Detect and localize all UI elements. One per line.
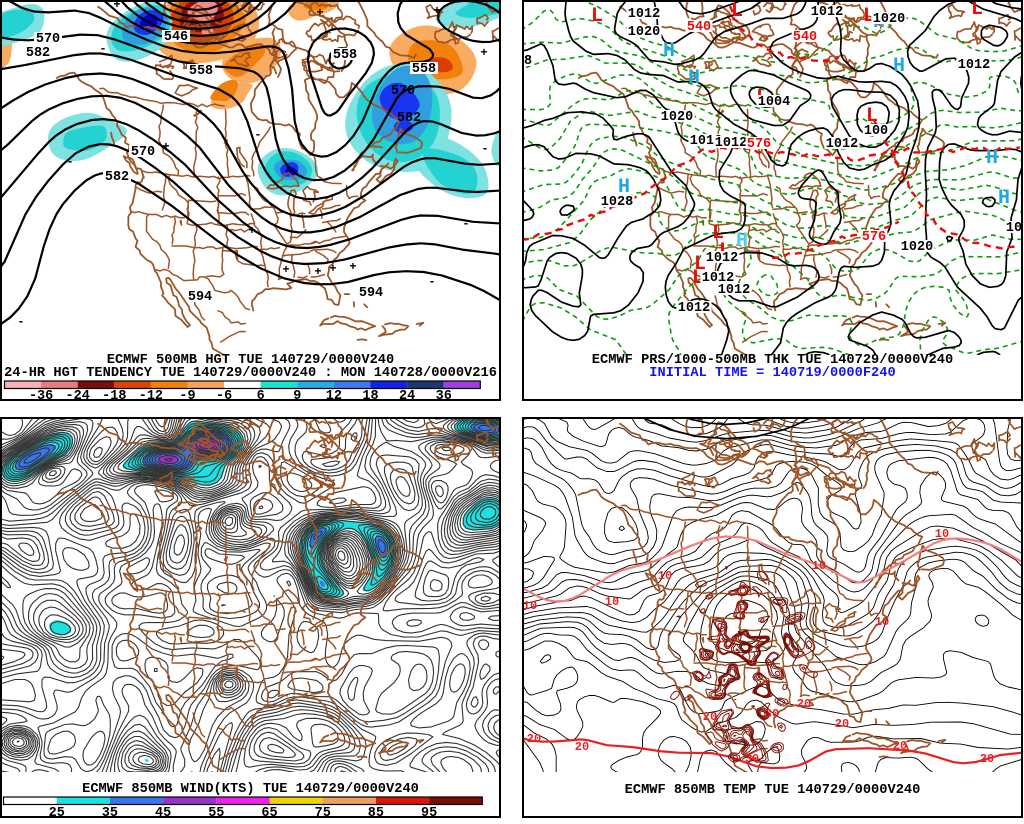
svg-text:6: 6 [257, 389, 265, 404]
svg-text:540: 540 [687, 20, 711, 35]
svg-text:1020: 1020 [901, 240, 933, 255]
svg-text:100: 100 [864, 124, 888, 139]
svg-text:12: 12 [326, 389, 342, 404]
svg-text:10: 10 [812, 559, 826, 573]
svg-text:1012: 1012 [702, 271, 734, 286]
svg-text:1012: 1012 [718, 283, 750, 298]
svg-text:546: 546 [164, 30, 188, 45]
svg-text:20: 20 [797, 697, 811, 711]
svg-text:582: 582 [105, 170, 129, 185]
svg-text:-: - [481, 142, 488, 156]
svg-text:-6: -6 [216, 389, 232, 404]
svg-text:L: L [712, 222, 724, 245]
svg-text:20: 20 [575, 740, 589, 754]
svg-text:570: 570 [131, 145, 155, 160]
svg-text:1012: 1012 [811, 5, 843, 20]
svg-text:+: + [433, 4, 440, 18]
svg-text:1020: 1020 [628, 25, 660, 40]
svg-text:-: - [428, 275, 435, 289]
svg-text:-18: -18 [102, 389, 126, 404]
svg-text:-: - [66, 155, 73, 169]
svg-text:102: 102 [1006, 221, 1024, 236]
svg-text:1012: 1012 [958, 58, 990, 73]
svg-text:30: 30 [745, 752, 759, 766]
svg-text:L: L [591, 5, 603, 28]
svg-text:558: 558 [412, 62, 436, 77]
svg-text:-36: -36 [29, 389, 53, 404]
svg-text:-: - [254, 128, 261, 142]
svg-text:24-HR HGT TENDENCY TUE 140729/: 24-HR HGT TENDENCY TUE 140729/0000V240 :… [4, 366, 497, 381]
svg-text:+: + [314, 265, 321, 279]
svg-text:+: + [316, 6, 323, 20]
svg-text:H: H [893, 55, 905, 78]
svg-text:9: 9 [293, 389, 301, 404]
svg-text:+: + [248, 224, 255, 238]
svg-text:36: 36 [436, 389, 452, 404]
svg-text:20: 20 [980, 752, 994, 766]
svg-text:L: L [971, 0, 983, 21]
svg-text:H: H [986, 147, 998, 170]
svg-text:570: 570 [391, 84, 415, 99]
svg-text:+: + [329, 262, 336, 276]
svg-text:-9: -9 [179, 389, 195, 404]
svg-text:L: L [866, 105, 878, 128]
svg-text:8: 8 [524, 54, 532, 69]
svg-text:L: L [694, 253, 706, 276]
svg-text:582: 582 [397, 111, 421, 126]
svg-text:10: 10 [523, 599, 537, 613]
svg-text:20: 20 [893, 739, 907, 753]
svg-text:ECMWF PRS/1000-500MB THK TUE 1: ECMWF PRS/1000-500MB THK TUE 140729/0000… [592, 353, 953, 368]
svg-text:10: 10 [875, 615, 889, 629]
svg-text:20: 20 [835, 717, 849, 731]
svg-text:594: 594 [188, 290, 212, 305]
svg-text:H: H [663, 40, 675, 63]
svg-text:+: + [480, 46, 487, 60]
svg-text:18: 18 [362, 389, 378, 404]
svg-text:H: H [618, 176, 630, 199]
svg-text:540: 540 [793, 30, 817, 45]
svg-text:20: 20 [703, 710, 717, 724]
svg-text:558: 558 [189, 64, 213, 79]
svg-text:576: 576 [862, 230, 886, 245]
svg-text:1004: 1004 [758, 95, 790, 110]
svg-text:1012: 1012 [715, 136, 747, 151]
svg-text:594: 594 [359, 286, 383, 301]
svg-text:570: 570 [36, 32, 60, 47]
svg-text:1020: 1020 [661, 110, 693, 125]
svg-text:-: - [462, 217, 469, 231]
svg-text:+: + [282, 263, 289, 277]
svg-text:1012: 1012 [678, 301, 710, 316]
svg-text:-: - [99, 42, 106, 56]
svg-text:10: 10 [605, 595, 619, 609]
svg-text:H: H [736, 230, 748, 253]
svg-text:-12: -12 [139, 389, 163, 404]
svg-text:1012: 1012 [706, 251, 738, 266]
svg-text:10: 10 [935, 527, 949, 541]
svg-text:1020: 1020 [873, 12, 905, 27]
svg-text:24: 24 [399, 389, 415, 404]
svg-text:1012: 1012 [826, 137, 858, 152]
svg-text:30: 30 [765, 707, 779, 721]
svg-text:582: 582 [26, 46, 50, 61]
svg-text:576: 576 [747, 137, 771, 152]
svg-text:H: H [688, 67, 700, 90]
svg-text:-24: -24 [66, 389, 90, 404]
svg-text:H: H [998, 187, 1010, 210]
svg-text:1012: 1012 [628, 7, 660, 22]
svg-text:558: 558 [333, 48, 357, 63]
svg-text:-: - [17, 315, 24, 329]
svg-text:+: + [162, 140, 169, 154]
svg-text:ECMWF 850MB TEMP TUE 140729/00: ECMWF 850MB TEMP TUE 140729/0000V240 [625, 783, 921, 798]
svg-text:+: + [349, 260, 356, 274]
svg-text:1028: 1028 [601, 195, 633, 210]
svg-text:INITIAL TIME = 140719/0000F240: INITIAL TIME = 140719/0000F240 [649, 366, 895, 381]
svg-text:10: 10 [658, 569, 672, 583]
svg-text:ECMWF 500MB HGT TUE 140729/000: ECMWF 500MB HGT TUE 140729/0000V240 [107, 353, 394, 368]
svg-text:L: L [731, 0, 743, 23]
svg-text:ECMWF 850MB WIND(KTS) TUE 1407: ECMWF 850MB WIND(KTS) TUE 140729/0000V24… [82, 782, 419, 797]
svg-text:+: + [113, 0, 120, 12]
svg-text:20: 20 [527, 732, 541, 746]
